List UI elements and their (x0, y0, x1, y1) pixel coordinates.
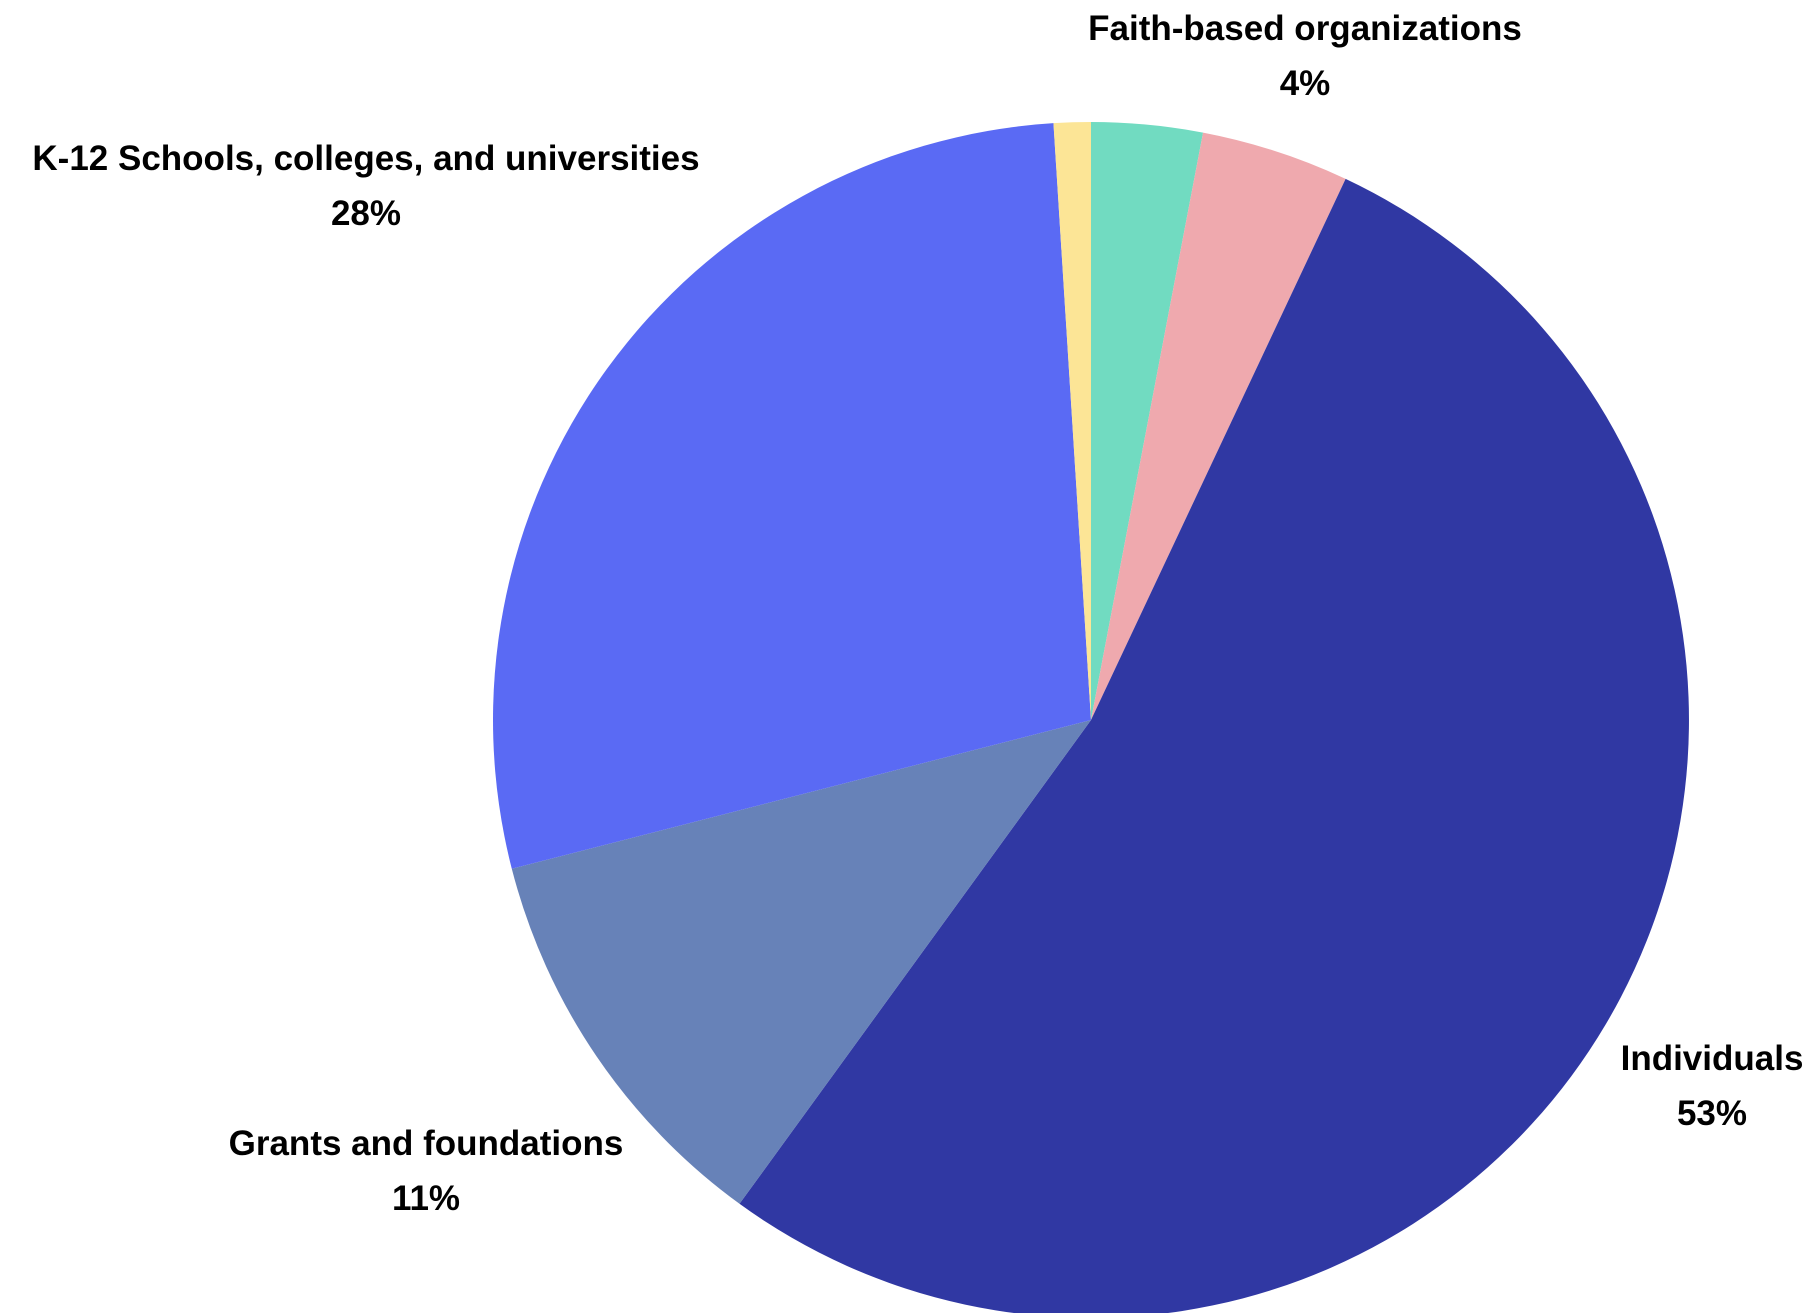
pie-value-label-grants-and-foundations: 11% (392, 1179, 460, 1218)
pie-value-label-k-12-schools-colleges-and-universities: 28% (331, 194, 401, 233)
pie-slice-unlabeled-0 (1091, 122, 1204, 720)
pie-label-faith-based-organizations: Faith-based organizations (1088, 9, 1522, 48)
pie-label-k-12-schools-colleges-and-universities: K-12 Schools, colleges, and universities (32, 139, 699, 178)
pie-slice-individuals (739, 178, 1689, 1313)
pie-slices (493, 122, 1689, 1313)
pie-label-individuals: Individuals (1621, 1039, 1804, 1078)
pie-value-label-faith-based-organizations: 4% (1280, 64, 1331, 103)
pie-labels: Faith-based organizations 4% Individuals 53… (32, 9, 1803, 1218)
pie-slice-grants-and-foundations (511, 720, 1091, 1204)
pie-slice-k-12-schools-colleges-and-universities (493, 123, 1091, 869)
pie-slice-faith-based-organizations (1091, 132, 1346, 721)
pie-label-grants-and-foundations: Grants and foundations (229, 1124, 624, 1163)
pie-slice-unlabeled-5 (1053, 122, 1091, 720)
pie-value-label-individuals: 53% (1677, 1094, 1747, 1133)
